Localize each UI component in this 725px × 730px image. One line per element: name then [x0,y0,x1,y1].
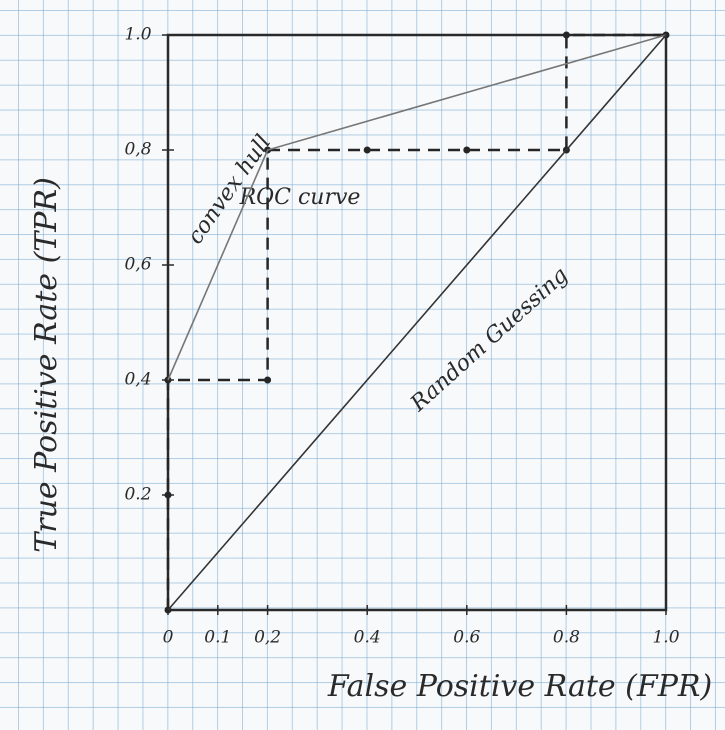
y-tick-label: 0,8 [124,140,151,160]
series-line [167,34,667,611]
x-tick-label: 0.8 [553,628,580,648]
point [164,491,172,499]
y-tick-label: 0,6 [124,255,151,275]
y-axis-title: True Positive Rate (TPR) [29,177,64,553]
x-tick-label: 0 [163,628,174,648]
x-tick-label: 0.1 [204,628,231,648]
annotation: Random Guessing [405,263,573,418]
y-tick-label: 0.2 [124,485,151,505]
series-line [167,34,667,381]
x-tick-label: 0.6 [453,628,480,648]
x-tick-label: 1.0 [652,628,679,648]
y-tick-label: 1.0 [124,25,151,45]
x-axis-title: False Positive Rate (FPR) [327,669,712,704]
plot-frame [166,33,668,612]
annotation: ROC curve [239,185,361,210]
point [264,376,272,384]
point [562,31,570,39]
x-tick-label: 0.4 [354,628,381,648]
point [363,146,371,154]
point [463,146,471,154]
series-line [166,33,666,610]
y-tick-label: 0,4 [124,370,151,390]
x-tick-label: 0,2 [254,628,281,648]
